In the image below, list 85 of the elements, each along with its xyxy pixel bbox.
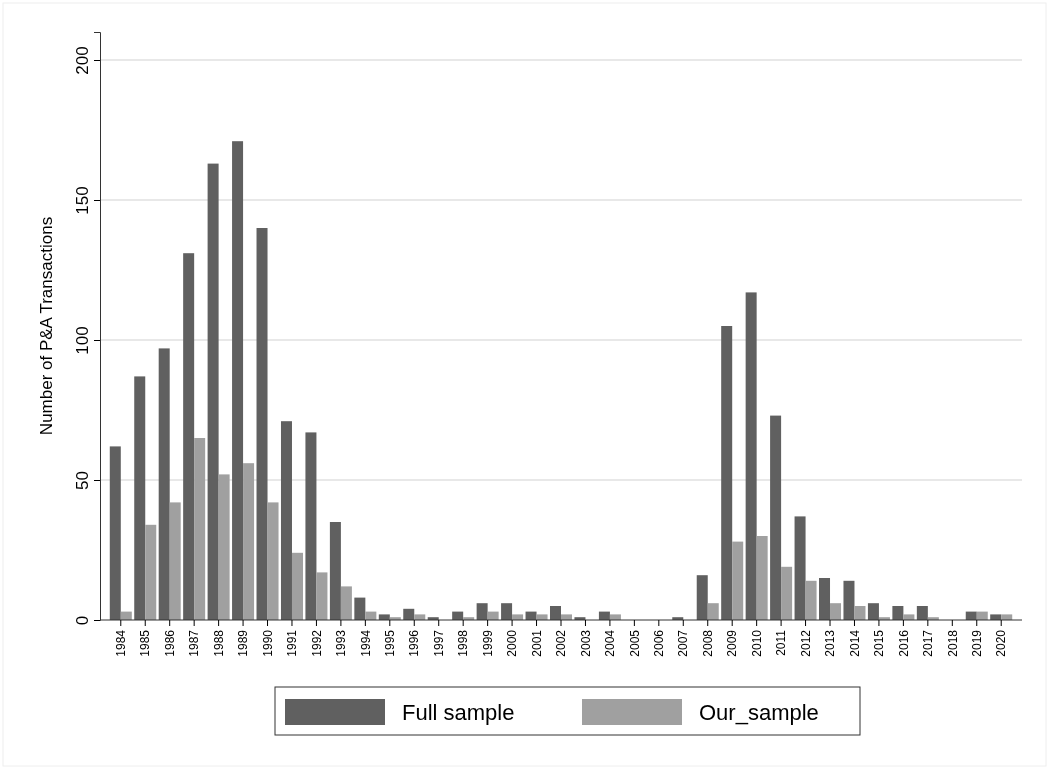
x-tick-label: 1986 <box>162 629 177 657</box>
bar <box>354 597 366 620</box>
bar <box>696 575 708 620</box>
bar <box>819 578 831 620</box>
bar <box>745 292 757 620</box>
y-tick-label: 150 <box>73 186 92 215</box>
bar <box>194 438 206 620</box>
bar <box>732 541 744 620</box>
y-axis-title: Number of P&A Transactions <box>37 216 56 436</box>
bar <box>109 446 121 620</box>
bar <box>145 524 157 620</box>
x-tick-label: 2001 <box>529 629 544 657</box>
bar <box>183 253 195 620</box>
bar <box>916 606 928 620</box>
bar <box>721 326 733 620</box>
x-tick-label: 2012 <box>798 629 813 657</box>
bar <box>843 580 855 620</box>
x-tick-label: 2014 <box>847 629 862 657</box>
bar <box>280 421 292 620</box>
x-tick-label: 2016 <box>896 629 911 657</box>
x-tick-label: 1996 <box>407 629 422 657</box>
bar <box>291 552 303 620</box>
x-tick-label: 1985 <box>138 629 153 657</box>
x-tick-label: 2018 <box>945 629 960 657</box>
x-tick-label: 1994 <box>358 629 373 657</box>
bar <box>305 432 317 620</box>
x-tick-label: 1987 <box>187 629 202 657</box>
y-tick-label: 0 <box>73 615 92 626</box>
bar <box>867 603 879 620</box>
bar <box>501 603 513 620</box>
x-tick-label: 2019 <box>969 629 984 657</box>
bar <box>256 228 268 620</box>
bar <box>770 415 782 620</box>
bar <box>243 463 255 620</box>
x-tick-label: 2013 <box>823 629 838 657</box>
bar <box>340 586 352 620</box>
x-tick-label: 1992 <box>309 629 324 657</box>
bar <box>316 572 328 620</box>
bar <box>707 603 719 620</box>
bar <box>854 606 866 620</box>
bar <box>134 376 146 620</box>
x-tick-label: 2000 <box>505 629 520 657</box>
bar <box>476 603 488 620</box>
bar <box>892 606 904 620</box>
x-tick-label: 2008 <box>700 629 715 657</box>
x-tick-label: 2017 <box>921 629 936 657</box>
bar <box>232 141 244 620</box>
bar <box>329 522 341 620</box>
x-tick-label: 2015 <box>872 629 887 657</box>
x-tick-label: 1989 <box>236 629 251 657</box>
y-tick-label: 50 <box>73 471 92 490</box>
x-tick-label: 1999 <box>480 629 495 657</box>
x-tick-label: 1993 <box>334 629 349 657</box>
x-tick-label: 2006 <box>652 629 667 657</box>
x-tick-label: 1990 <box>260 629 275 657</box>
bar <box>158 348 170 620</box>
legend-label: Full sample <box>402 700 515 725</box>
x-tick-label: 1984 <box>113 629 128 657</box>
x-tick-label: 2007 <box>676 629 691 657</box>
x-tick-label: 1997 <box>431 629 446 657</box>
x-tick-label: 1991 <box>285 629 300 657</box>
bar <box>218 474 230 620</box>
bar <box>830 603 842 620</box>
bar <box>267 502 279 620</box>
bar <box>550 606 561 620</box>
x-tick-label: 1998 <box>456 629 471 657</box>
y-tick-label: 100 <box>73 326 92 355</box>
x-tick-label: 2011 <box>774 629 789 656</box>
x-tick-label: 1988 <box>211 629 226 657</box>
x-tick-label: 2005 <box>627 629 642 657</box>
bar <box>794 516 806 620</box>
x-tick-label: 2009 <box>725 629 740 657</box>
y-tick-label: 200 <box>73 46 92 75</box>
bar <box>169 502 181 620</box>
x-tick-label: 2010 <box>749 629 764 657</box>
x-tick-label: 2002 <box>554 629 569 657</box>
x-tick-label: 2020 <box>994 629 1009 657</box>
bar <box>805 580 817 620</box>
x-tick-label: 2003 <box>578 629 593 657</box>
x-tick-label: 2004 <box>603 629 618 657</box>
x-tick-label: 1995 <box>383 629 398 657</box>
bar <box>756 536 768 620</box>
bar <box>207 163 219 620</box>
legend-label: Our_sample <box>699 700 819 725</box>
bar <box>781 566 793 620</box>
